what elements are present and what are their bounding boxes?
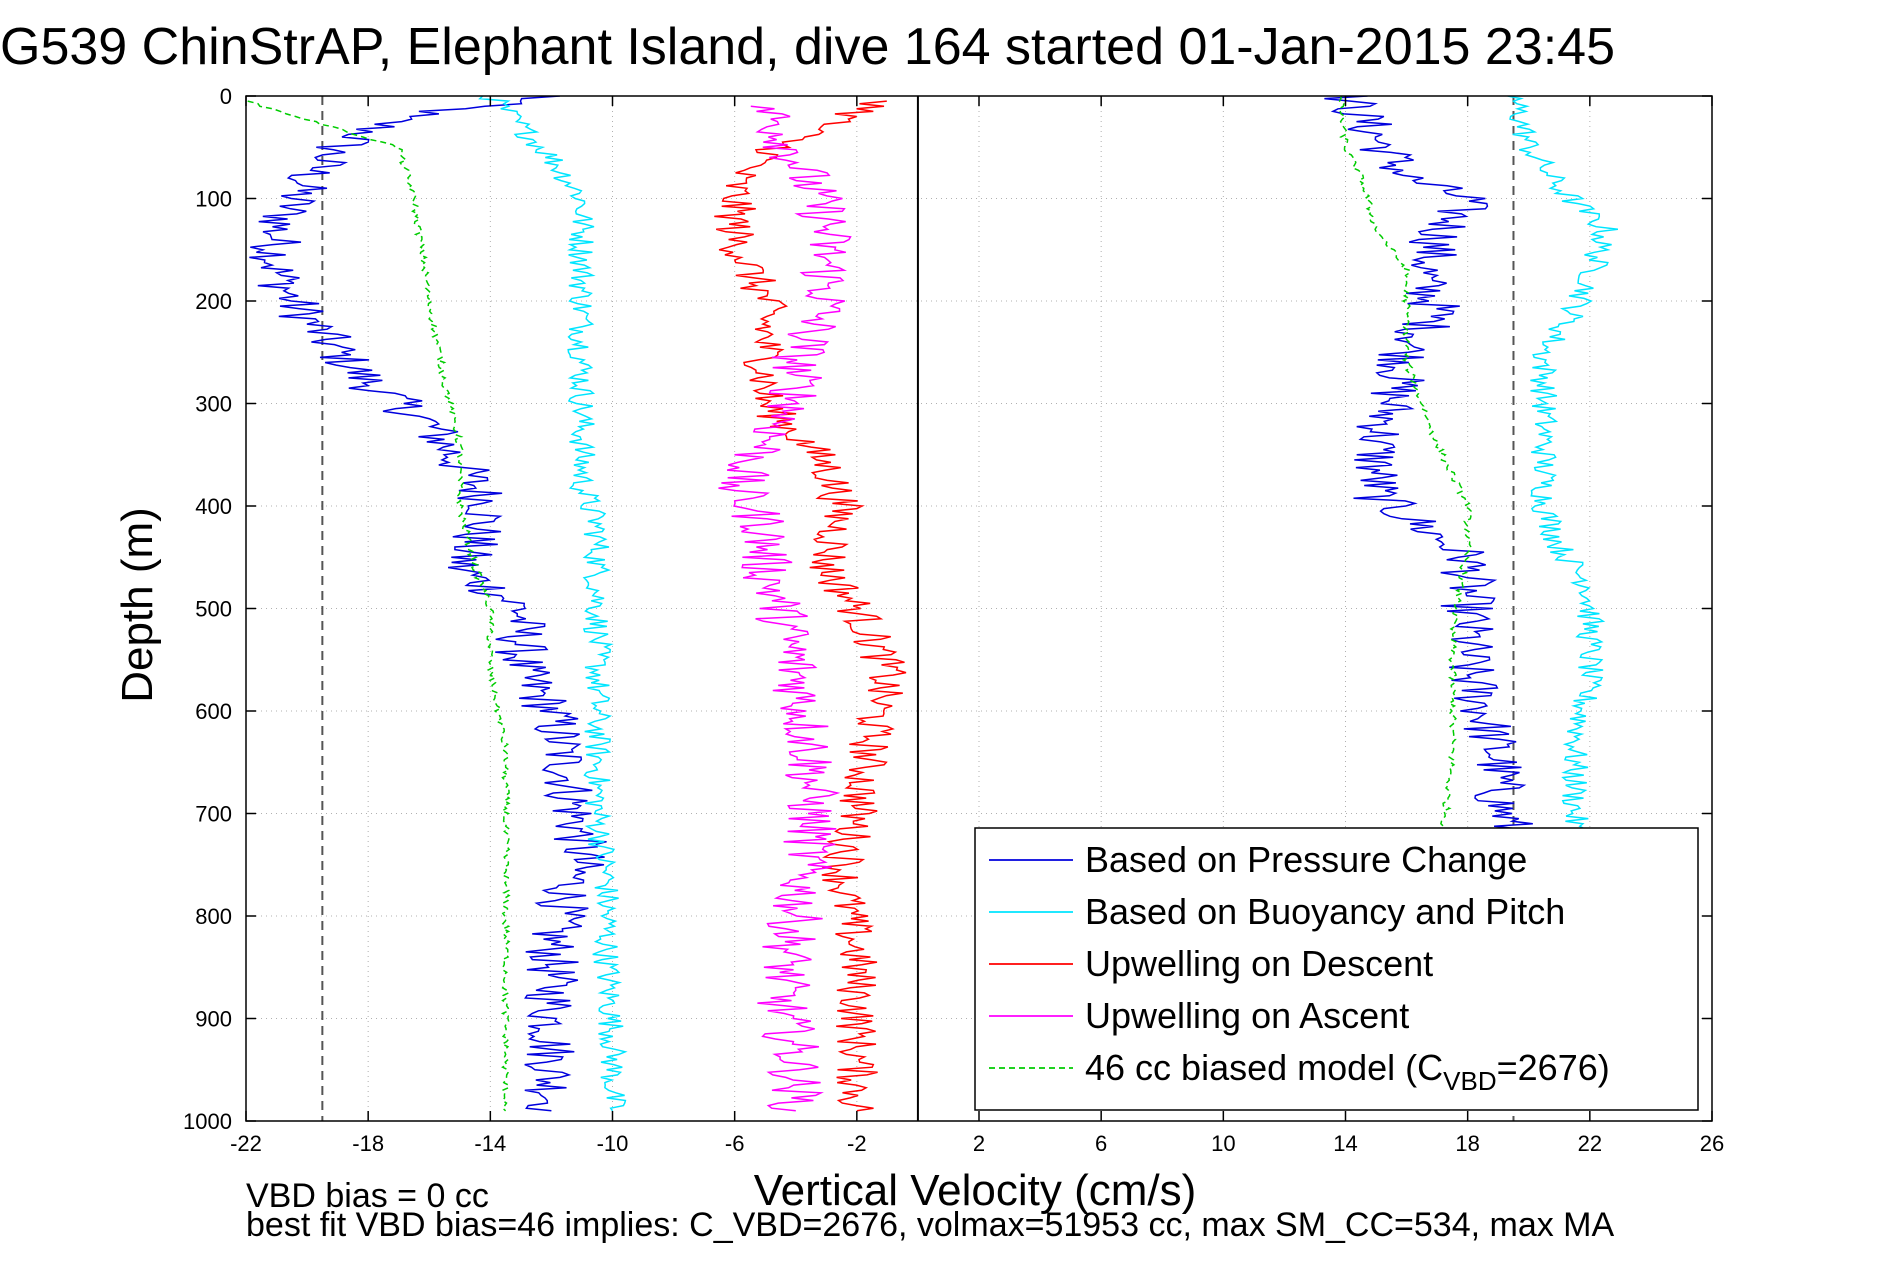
legend-label: Upwelling on Ascent bbox=[1085, 995, 1409, 1036]
series-line-based-on-pressure-change bbox=[249, 96, 607, 1112]
y-tick-label: 600 bbox=[195, 699, 232, 724]
y-tick-label: 800 bbox=[195, 904, 232, 929]
y-tick-label: 200 bbox=[195, 289, 232, 314]
y-tick-label: 100 bbox=[195, 187, 232, 212]
y-tick-label: 500 bbox=[195, 597, 232, 622]
plot-area: -22 -18 -14 -10 -6 -2 2 6 10 14 18 22 26010020030040… bbox=[183, 84, 1724, 1156]
y-axis-label: Depth (m) bbox=[113, 507, 162, 703]
y-tick-label: 0 bbox=[220, 84, 232, 109]
legend: Based on Pressure Change Based on Buoyanc… bbox=[974, 827, 1699, 1111]
x-tick-label: 26 bbox=[1700, 1131, 1724, 1156]
x-tick-label: 6 bbox=[1095, 1131, 1107, 1156]
legend-label: Based on Buoyancy and Pitch bbox=[1085, 891, 1565, 932]
x-tick-label: -22 bbox=[230, 1131, 262, 1156]
x-tick-label: 22 bbox=[1578, 1131, 1602, 1156]
x-tick-label: 18 bbox=[1455, 1131, 1479, 1156]
y-tick-label: 700 bbox=[195, 802, 232, 827]
series-line-based-on-buoyancy-and-pitch bbox=[478, 96, 628, 1112]
x-tick-label: 14 bbox=[1333, 1131, 1357, 1156]
x-tick-label: -10 bbox=[597, 1131, 629, 1156]
vbd-bias-note: VBD bias = 0 cc bbox=[246, 1177, 489, 1215]
y-tick-label: 400 bbox=[195, 494, 232, 519]
legend-label: Upwelling on Descent bbox=[1085, 943, 1433, 984]
series-line-46-cc-biased-model-c-vbd-2676- bbox=[247, 100, 511, 1112]
chart-title: G539 ChinStrAP, Elephant Island, dive 16… bbox=[0, 18, 1615, 76]
best-fit-note: best fit VBD bias=46 implies: C_VBD=2676… bbox=[246, 1206, 1615, 1244]
legend-box bbox=[974, 827, 1699, 1111]
y-tick-label: 1000 bbox=[183, 1109, 232, 1134]
x-tick-label: 2 bbox=[973, 1131, 985, 1156]
series-line-upwelling-on-descent bbox=[714, 100, 907, 1112]
series-line-46-cc-biased-model-c-vbd-2676- bbox=[1338, 96, 1472, 835]
x-tick-label: 10 bbox=[1211, 1131, 1235, 1156]
legend-label: Based on Pressure Change bbox=[1085, 839, 1527, 880]
series-line-based-on-buoyancy-and-pitch bbox=[1507, 96, 1618, 835]
y-tick-label: 300 bbox=[195, 392, 232, 417]
x-tick-label: -14 bbox=[474, 1131, 506, 1156]
x-tick-label: -6 bbox=[725, 1131, 745, 1156]
legend-label: 46 cc biased model (CVBD=2676) bbox=[1085, 1047, 1610, 1096]
x-axis-label: Vertical Velocity (cm/s) bbox=[754, 1166, 1197, 1215]
y-tick-label: 900 bbox=[195, 1007, 232, 1032]
x-tick-label: -18 bbox=[352, 1131, 384, 1156]
series-line-based-on-pressure-change bbox=[1324, 96, 1533, 835]
series-line-upwelling-on-ascent bbox=[718, 105, 852, 1112]
x-tick-label: -2 bbox=[847, 1131, 867, 1156]
traces bbox=[247, 96, 1618, 1112]
